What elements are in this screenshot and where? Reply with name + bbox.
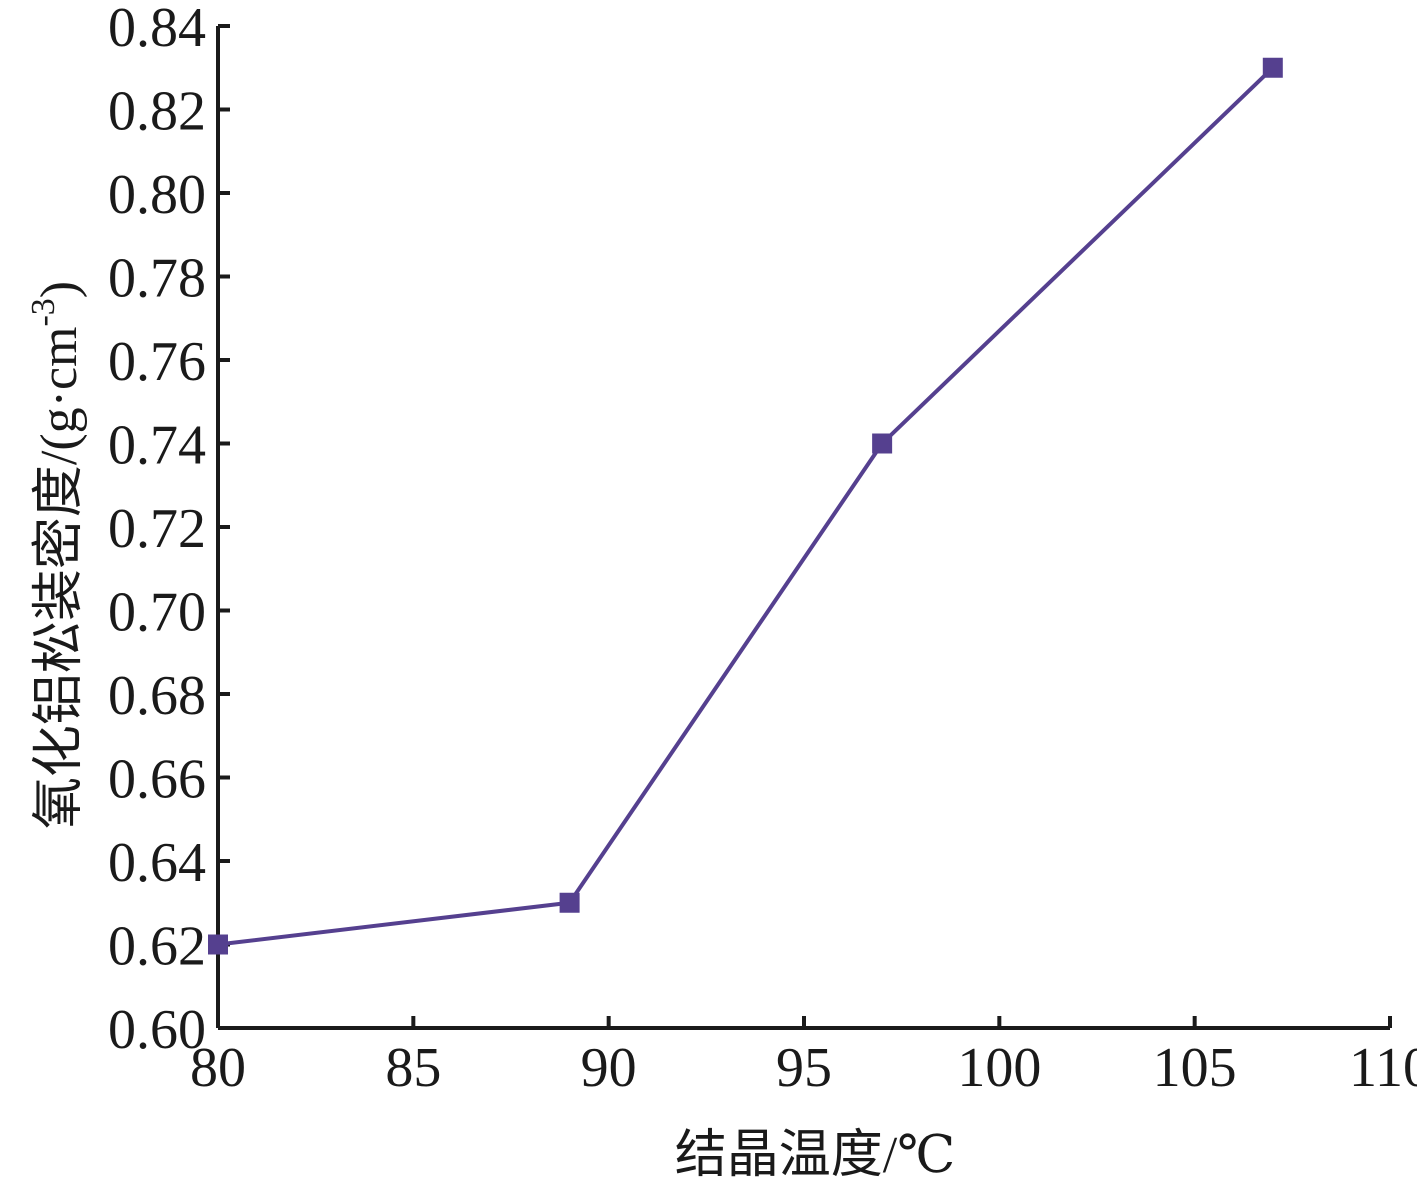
data-series — [208, 57, 1283, 955]
y-tick-label: 0.84 — [108, 0, 206, 59]
x-tick-label: 95 — [776, 1037, 832, 1099]
y-tick-label: 0.64 — [108, 832, 206, 894]
y-tick-label: 0.70 — [108, 582, 206, 644]
x-axis-title: 结晶温度/℃ — [675, 1127, 956, 1181]
data-point-marker — [872, 433, 893, 454]
y-axis-title: 氧化铝松装密度/(g·cm-3) — [25, 281, 88, 829]
y-tick-label: 0.78 — [108, 248, 206, 310]
y-axis-title-tail: ) — [31, 281, 88, 298]
y-tick-label: 0.72 — [108, 498, 206, 560]
y-tick-label: 0.74 — [108, 415, 206, 477]
y-tick-label: 0.60 — [108, 999, 206, 1061]
x-tick-label: 110 — [1349, 1037, 1417, 1099]
axes — [216, 26, 1390, 1030]
y-axis-title-superscript: -3 — [25, 298, 62, 326]
y-tick-label: 0.68 — [108, 665, 206, 727]
data-point-marker — [559, 892, 580, 913]
y-tick-label: 0.62 — [108, 916, 206, 978]
y-axis-title-main: 氧化铝松装密度/(g·cm — [31, 327, 88, 830]
data-point-marker — [208, 934, 228, 955]
series-line — [217, 66, 1275, 947]
y-tick-label: 0.66 — [108, 749, 206, 811]
data-point-marker — [1262, 57, 1283, 78]
y-tick-label: 0.80 — [108, 164, 206, 226]
x-tick-label: 100 — [957, 1037, 1041, 1099]
x-tick-label: 85 — [385, 1037, 441, 1099]
x-tick-label: 80 — [190, 1037, 246, 1099]
y-tick-label: 0.82 — [108, 81, 206, 143]
x-tick-label: 90 — [581, 1037, 637, 1099]
x-tick-label: 105 — [1153, 1037, 1237, 1099]
y-tick-label: 0.76 — [108, 331, 206, 393]
axis-ticks: 0.60 0.62 0.64 0.66 0.68 0.70 0.72 0.74 0.76 0.78… — [108, 0, 1417, 1099]
